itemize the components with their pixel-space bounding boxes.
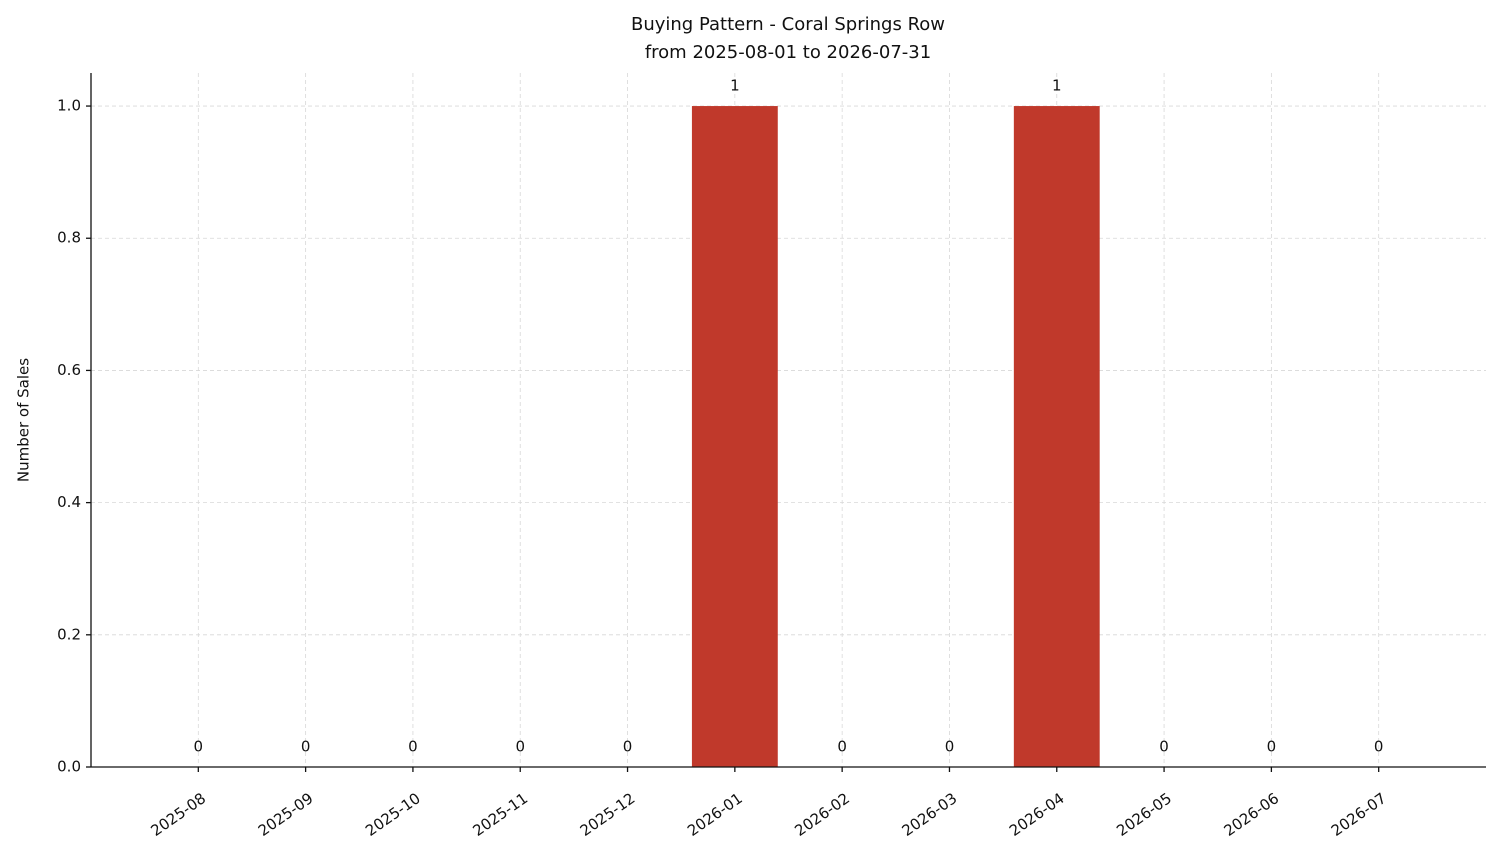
value-label: 0 bbox=[408, 738, 418, 756]
x-tick-label: 2025-10 bbox=[362, 789, 424, 840]
value-label: 0 bbox=[837, 738, 847, 756]
x-tick-label: 2025-08 bbox=[148, 789, 210, 840]
y-tick-label: 0.4 bbox=[57, 493, 81, 511]
x-tick-label: 2026-06 bbox=[1221, 789, 1283, 840]
bar bbox=[1013, 106, 1100, 768]
y-axis-label: Number of Sales bbox=[15, 358, 33, 482]
y-tick-label: 0.2 bbox=[57, 625, 81, 643]
value-label: 0 bbox=[1374, 738, 1384, 756]
value-label: 0 bbox=[623, 738, 633, 756]
value-label: 0 bbox=[1267, 738, 1277, 756]
value-label: 0 bbox=[301, 738, 311, 756]
x-tick-label: 2026-03 bbox=[899, 789, 961, 840]
y-tick-label: 1.0 bbox=[57, 97, 81, 115]
chart-title: Buying Pattern - Coral Springs Row bbox=[631, 14, 945, 35]
y-tick-label: 0.8 bbox=[57, 229, 81, 247]
value-label: 0 bbox=[515, 738, 525, 756]
value-label: 1 bbox=[730, 77, 740, 95]
value-label: 0 bbox=[1159, 738, 1169, 756]
bar bbox=[691, 106, 778, 768]
y-tick-label: 0.0 bbox=[57, 758, 81, 776]
x-tick-label: 2026-05 bbox=[1113, 789, 1175, 840]
x-tick-label: 2026-02 bbox=[791, 789, 853, 840]
chart-subtitle: from 2025-08-01 to 2026-07-31 bbox=[645, 42, 931, 63]
value-label: 0 bbox=[194, 738, 204, 756]
x-tick-label: 2025-09 bbox=[255, 789, 317, 840]
value-label: 0 bbox=[945, 738, 955, 756]
x-tick-label: 2026-04 bbox=[1006, 789, 1068, 840]
x-tick-label: 2025-12 bbox=[577, 789, 639, 840]
y-tick-label: 0.6 bbox=[57, 361, 81, 379]
x-tick-label: 2026-01 bbox=[684, 789, 746, 840]
x-tick-label: 2025-11 bbox=[469, 789, 531, 840]
value-label: 1 bbox=[1052, 77, 1062, 95]
x-tick-label: 2026-07 bbox=[1328, 789, 1390, 840]
